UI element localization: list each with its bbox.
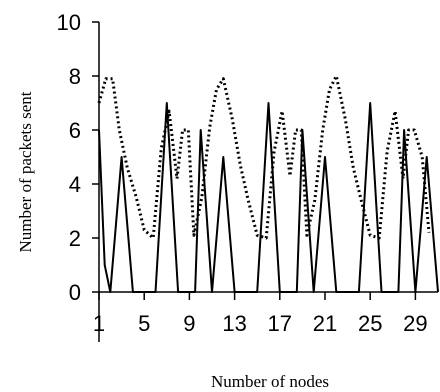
x-tick-label: 29 — [403, 311, 427, 336]
y-tick-label: 2 — [69, 226, 81, 251]
x-axis-title: Number of nodes — [211, 372, 329, 391]
x-tick-label: 13 — [222, 311, 246, 336]
y-tick-label: 0 — [69, 280, 81, 305]
y-tick-label: 6 — [69, 118, 81, 143]
solid-series-line — [98, 102, 439, 293]
x-tick-label: 17 — [268, 311, 292, 336]
y-tick-label: 8 — [69, 64, 81, 89]
y-tick-label: 10 — [57, 10, 81, 35]
dotted-series-line — [97, 74, 431, 240]
y-axis-title: Number of packets sent — [16, 91, 35, 252]
x-tick-label: 5 — [138, 311, 150, 336]
y-tick-label: 4 — [69, 172, 81, 197]
x-axis-ticks: 1 5 9 13 17 21 25 29 — [93, 292, 428, 336]
x-tick-label: 1 — [93, 311, 105, 336]
x-tick-label: 9 — [183, 311, 195, 336]
y-axis-ticks: 0 2 4 6 8 10 — [57, 10, 99, 305]
x-tick-label: 21 — [313, 311, 337, 336]
series-layer — [97, 74, 439, 293]
x-tick-label: 25 — [358, 311, 382, 336]
